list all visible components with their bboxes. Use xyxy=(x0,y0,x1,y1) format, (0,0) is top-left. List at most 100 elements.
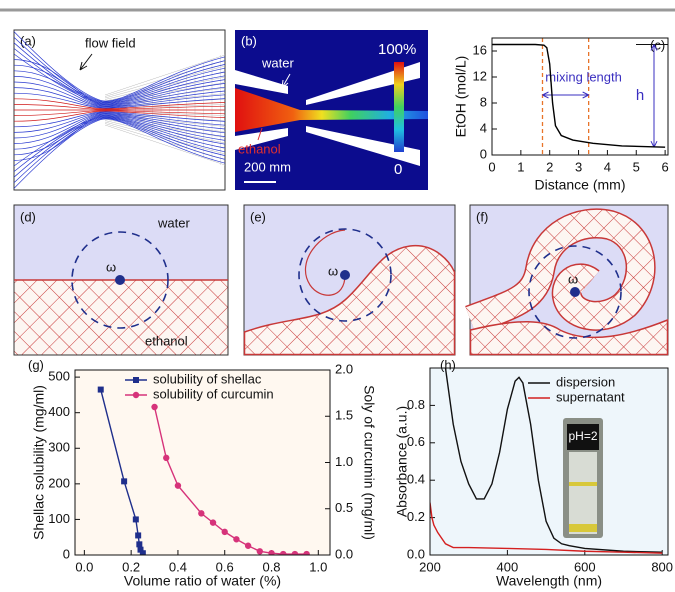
ethanol-region xyxy=(14,280,228,355)
plot-area xyxy=(492,38,668,155)
marker xyxy=(97,386,104,393)
streamline xyxy=(13,59,226,105)
marker xyxy=(268,549,275,555)
x-tick-label: 200 xyxy=(419,559,441,574)
x-tick-label: 0.2 xyxy=(122,559,140,574)
panel-label: (d) xyxy=(20,209,36,224)
nozzle xyxy=(235,70,288,94)
y2-tick-label: 1.0 xyxy=(335,454,353,469)
annotation: h xyxy=(636,87,644,104)
marker xyxy=(198,510,205,517)
streamline xyxy=(13,117,226,178)
plot-area xyxy=(75,370,330,555)
arrow xyxy=(257,127,263,141)
y-tick-label: 0.0 xyxy=(407,546,425,561)
ethanol-region xyxy=(469,318,669,356)
streamline xyxy=(13,110,226,122)
ethanol-region xyxy=(243,245,456,356)
streamline xyxy=(13,112,226,139)
streamline xyxy=(13,115,226,167)
y2-tick-label: 0.0 xyxy=(335,546,353,561)
legend-marker xyxy=(133,377,139,383)
y-tick-label: 400 xyxy=(48,404,70,419)
mesh-line xyxy=(104,76,226,102)
arrow xyxy=(281,73,291,89)
marker xyxy=(303,550,310,555)
streamline xyxy=(13,70,226,106)
y-tick-label: 0.8 xyxy=(407,397,425,412)
y-tick-label: 0.6 xyxy=(407,434,425,449)
streamline xyxy=(13,81,226,108)
y-tick-label: 0 xyxy=(63,546,70,561)
marker xyxy=(137,546,144,553)
plot xyxy=(97,386,310,555)
colorbar xyxy=(394,62,404,152)
marker xyxy=(209,519,217,526)
series-line xyxy=(430,502,663,554)
streamline xyxy=(13,31,226,102)
streamline xyxy=(13,113,226,144)
panel-a: (a) flow field xyxy=(13,29,226,191)
marker xyxy=(121,478,128,485)
marker xyxy=(280,550,287,555)
vortex xyxy=(528,245,622,339)
panel-d: (d) ω water ethanol xyxy=(13,204,229,356)
y-tick-label: 300 xyxy=(48,440,70,455)
marker xyxy=(132,516,139,523)
label: water xyxy=(157,215,190,230)
streamline xyxy=(13,118,226,189)
chart: 200 400 600 800 0.0 0.2 0.4 0.6 0.8 (h) Wavelength… xyxy=(394,357,673,588)
marker xyxy=(139,550,146,555)
vial-glass xyxy=(569,452,597,534)
y-tick-label: 8 xyxy=(480,94,487,109)
streamline xyxy=(13,114,226,156)
vial-band xyxy=(569,482,597,486)
x-tick-label: 400 xyxy=(497,559,519,574)
label: ethanol xyxy=(145,333,188,348)
y2-tick-label: 0.5 xyxy=(335,500,353,515)
panel-label: (e) xyxy=(250,209,266,224)
jet xyxy=(235,88,428,132)
inset-label: pH=2 xyxy=(568,429,597,443)
y-tick-label: 500 xyxy=(48,369,70,384)
x-tick-label: 6 xyxy=(661,159,668,174)
omega: ω xyxy=(568,271,578,286)
marker xyxy=(151,403,158,411)
marker xyxy=(174,482,182,489)
streamline xyxy=(13,64,226,106)
streamline xyxy=(13,92,226,109)
series-line xyxy=(444,368,663,553)
label: ethanol xyxy=(238,141,281,156)
panel-f: (f) ω xyxy=(465,204,669,356)
x-tick-label: 1 xyxy=(517,159,524,174)
x-axis-label: Distance (mm) xyxy=(534,177,625,193)
label: 0 xyxy=(394,161,402,178)
y-axis-label: EtOH (mol/L) xyxy=(453,56,469,138)
marker xyxy=(291,550,299,555)
x-tick-label: 0 xyxy=(488,159,495,174)
panel-e: (e) ω xyxy=(243,204,456,356)
streamline xyxy=(13,110,226,116)
omega: ω xyxy=(106,259,116,274)
vial-cap xyxy=(567,424,599,450)
y2-tick-label: 2.0 xyxy=(335,361,353,376)
x-axis-label: Wavelength (nm) xyxy=(496,573,602,589)
y-tick-label: 200 xyxy=(48,475,70,490)
vial: pH=2 xyxy=(563,418,603,538)
interface xyxy=(304,229,346,296)
streamline xyxy=(13,48,226,104)
x-tick-label: 800 xyxy=(651,559,673,574)
marker xyxy=(135,532,142,539)
y-tick-label: 100 xyxy=(48,511,70,526)
x-tick-label: 0.6 xyxy=(216,559,234,574)
vortex xyxy=(71,231,169,329)
streamline xyxy=(13,104,226,110)
spiral-arm xyxy=(465,210,654,333)
streamline xyxy=(13,87,226,108)
x-tick-label: 0.8 xyxy=(262,559,280,574)
panel-label: (b) xyxy=(241,33,257,48)
x-tick-label: 1.0 xyxy=(309,559,327,574)
x-tick-label: 3 xyxy=(575,159,582,174)
y-tick-label: 12 xyxy=(473,68,487,83)
